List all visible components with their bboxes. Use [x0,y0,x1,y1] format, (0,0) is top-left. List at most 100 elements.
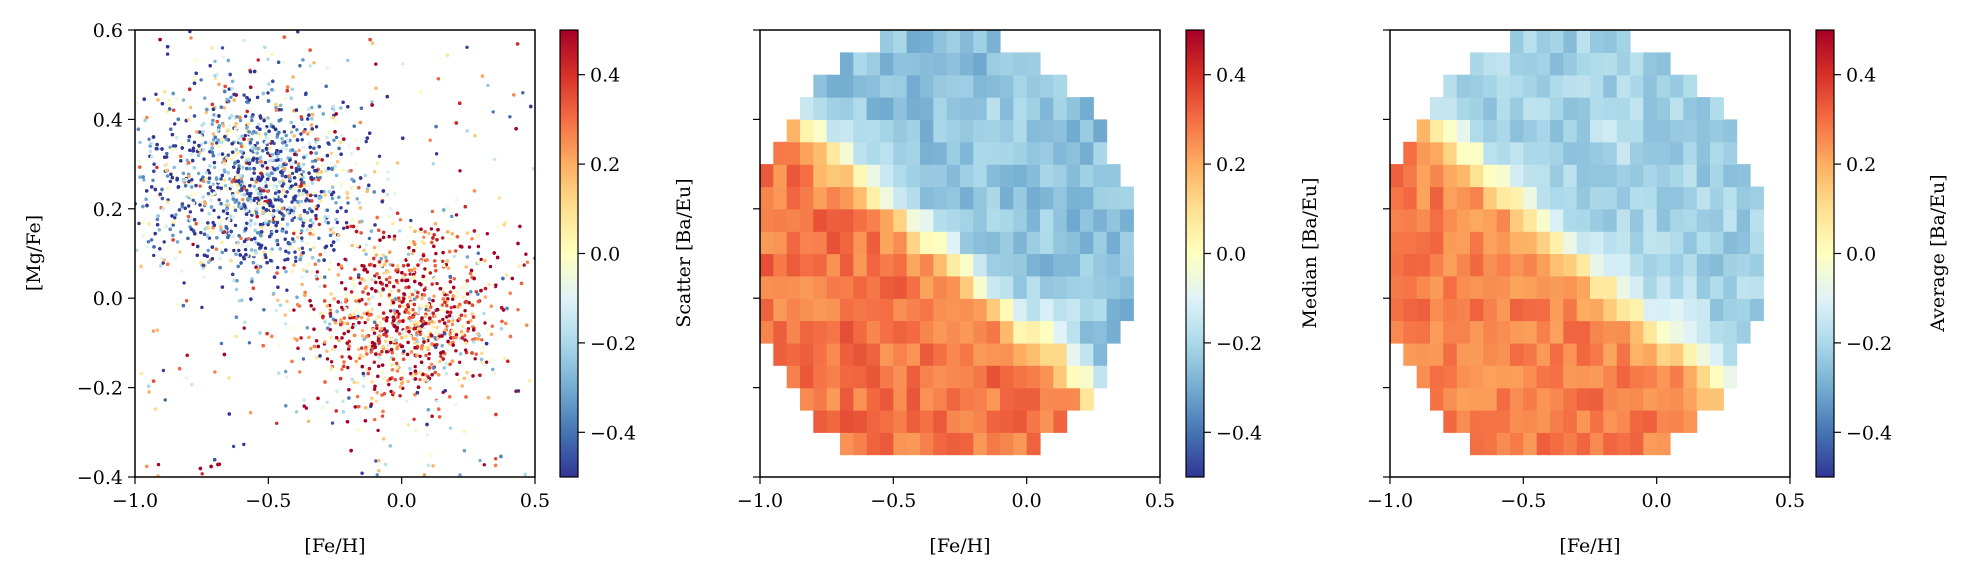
scatter-point [434,269,438,273]
scatter-point [290,269,295,274]
scatter-point [334,135,339,140]
scatter-point [313,204,317,209]
scatter-point [380,326,384,331]
scatter-point [135,101,139,106]
scatter-point [259,171,263,175]
scatter-point [339,300,343,305]
scatter-point [434,152,439,156]
scatter-point [381,287,385,291]
scatter-point [374,62,378,66]
scatter-point [230,79,235,84]
scatter-point [361,355,366,359]
scatter-point [294,410,299,414]
scatter-point [172,165,176,170]
scatter-point [264,132,268,136]
scatter-point [401,304,406,308]
scatter-point [461,295,466,299]
scatter-point [434,330,439,334]
scatter-point [275,271,279,275]
scatter-point [340,367,344,371]
scatter-point [324,169,328,173]
scatter-point [282,162,286,166]
scatter-point [201,179,206,183]
scatter-point [346,201,350,205]
scatter-point [202,232,207,236]
scatter-point [288,177,292,181]
scatter-point [283,237,287,241]
scatter-point [395,161,400,165]
scatter-point [306,183,310,187]
scatter-point [309,304,313,308]
scatter-point [329,292,333,296]
scatter-point [420,296,424,301]
scatter-point [430,414,434,418]
scatter-point [389,289,393,293]
scatter-point [135,248,139,253]
scatter-point [360,219,364,224]
scatter-point [406,423,411,427]
scatter-point [373,274,377,278]
scatter-point [270,140,274,144]
scatter-point [245,208,249,212]
scatter-point [139,264,143,269]
scatter-point [367,301,371,306]
scatter-point [268,234,272,239]
scatter-point [345,420,350,424]
scatter-point [201,130,205,134]
scatter-point [316,173,320,177]
scatter-point [218,140,223,144]
scatter-point [416,290,420,295]
scatter-point [316,344,320,349]
scatter-point [476,260,481,264]
scatter-point [256,58,260,62]
scatter-point [401,371,405,375]
scatter-point [442,208,446,212]
scatter-point [387,293,392,297]
scatter-point [204,176,208,181]
scatter-point [323,193,327,197]
scatter-point [365,136,369,140]
scatter-point [489,332,494,336]
scatter-point [248,222,252,226]
scatter-point [240,134,244,138]
scatter-point [370,100,374,104]
scatter-point [302,145,306,149]
scatter-point [210,193,214,197]
scatter-point [310,117,314,121]
scatter-point [277,344,281,348]
scatter-point [411,373,415,378]
scatter-point [333,130,337,134]
scatter-point [351,278,356,282]
scatter-point [441,290,446,295]
scatter-point [310,112,315,117]
scatter-point [433,314,437,318]
scatter-point [357,321,361,325]
scatter-point [289,184,293,188]
scatter-point [448,314,452,318]
scatter-point [523,472,527,477]
scatter-point [261,149,265,153]
scatter-point [224,248,228,252]
scatter-point [319,199,323,203]
scatter-point [389,302,393,306]
scatter-point [499,454,503,459]
scatter-point [289,130,294,134]
scatter-point [510,276,514,281]
scatter-point [470,303,475,307]
scatter-point [210,146,214,150]
scatter-point [358,206,363,210]
scatter-point [298,213,302,218]
scatter-point [389,347,394,352]
scatter-point [393,378,397,382]
scatter-point [385,316,389,320]
scatter-point [421,372,425,376]
scatter-point [203,140,208,145]
scatter-point [347,144,351,148]
scatter-point [226,235,230,240]
scatter-point [297,203,301,207]
scatter-point [225,199,229,203]
scatter-point [398,304,402,308]
scatter-point [372,387,377,391]
scatter-point [428,316,432,320]
